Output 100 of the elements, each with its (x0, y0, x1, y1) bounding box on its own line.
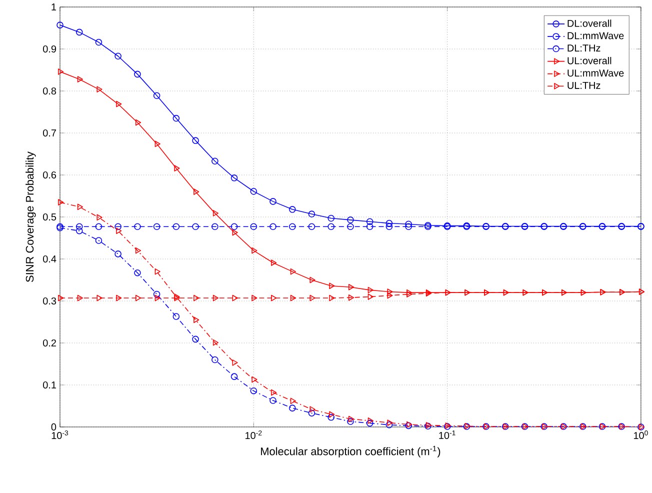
point (230, 174, 238, 182)
y-tick-label: 1 (52, 4, 56, 10)
point (290, 268, 296, 275)
point (387, 292, 393, 299)
point (174, 165, 180, 172)
point (114, 250, 122, 258)
point (270, 198, 276, 205)
point (194, 294, 200, 302)
point (387, 420, 393, 426)
point (386, 220, 393, 227)
legend-label: UL:mmWave (568, 70, 624, 77)
point (406, 291, 412, 298)
point (348, 294, 354, 301)
point (347, 223, 354, 230)
point (347, 216, 354, 224)
legend-label: DL:mmWave (568, 32, 624, 40)
point (328, 214, 334, 222)
point (77, 204, 83, 210)
point (96, 294, 102, 302)
point (230, 373, 238, 380)
point (192, 223, 199, 230)
point (154, 294, 160, 302)
point (270, 223, 276, 230)
point (116, 228, 122, 234)
point (135, 247, 142, 254)
point (368, 294, 374, 300)
y-tick-label: 0.7 (43, 129, 56, 137)
x-tick-label: 10$^{-2}$ (246, 430, 262, 440)
point (192, 336, 199, 343)
point (232, 229, 238, 236)
point (329, 294, 335, 302)
point (348, 284, 354, 290)
legend-label: UL:overall (568, 56, 612, 64)
point (387, 288, 393, 295)
point (116, 294, 122, 302)
point (212, 210, 218, 216)
point (310, 276, 316, 284)
point (252, 294, 258, 302)
y-tick-label: 0.4 (43, 255, 56, 263)
point (194, 188, 200, 195)
point (134, 70, 141, 78)
point (271, 260, 277, 266)
x-tick-label: 10$^{-1}$ (439, 430, 456, 439)
point (77, 76, 83, 82)
y-tick-label: 0.9 (43, 45, 56, 53)
point (154, 140, 160, 148)
point (290, 398, 296, 404)
point (288, 206, 296, 213)
x-tick-label: 10$^{-3}$ (52, 430, 68, 440)
point (172, 313, 180, 320)
point (114, 52, 122, 60)
legend-label: DL:THz (568, 44, 600, 52)
point (328, 223, 334, 230)
point (271, 294, 277, 302)
point (194, 316, 200, 324)
point (76, 28, 83, 36)
point (366, 218, 374, 225)
point (386, 421, 393, 428)
point (76, 227, 83, 234)
point (230, 223, 238, 230)
point (232, 360, 238, 366)
point (58, 68, 64, 75)
point (405, 220, 412, 228)
point (77, 294, 83, 302)
point (135, 119, 142, 126)
y-tick-label: 0.2 (43, 339, 56, 347)
y-tick-label: 0.1 (43, 381, 56, 388)
point (56, 22, 64, 28)
point (192, 137, 199, 144)
point (154, 268, 160, 275)
point (368, 286, 374, 294)
point (288, 223, 296, 230)
point (328, 414, 334, 421)
legend-label: UL:THz (568, 82, 600, 89)
point (347, 418, 354, 425)
point (386, 223, 393, 230)
point (250, 223, 258, 230)
point (153, 92, 160, 100)
point (212, 339, 218, 346)
point (58, 294, 64, 302)
y-tick-label: 0 (51, 423, 56, 430)
point (232, 294, 238, 302)
point (116, 100, 122, 108)
point (308, 210, 316, 218)
point (95, 38, 102, 46)
y-tick-label: 0.8 (43, 87, 56, 95)
point (134, 223, 141, 230)
point (310, 294, 316, 302)
x-axis-title: Molecular absorption coefficient (m$^{-1}$) (261, 446, 440, 458)
point (212, 356, 218, 364)
point (250, 387, 258, 394)
point (348, 416, 354, 422)
point (308, 410, 316, 417)
point (329, 282, 335, 290)
point (114, 223, 122, 230)
legend-label: DL:overall (568, 20, 612, 27)
point (172, 223, 180, 230)
point (58, 199, 64, 206)
point (96, 86, 102, 92)
point (366, 223, 374, 230)
